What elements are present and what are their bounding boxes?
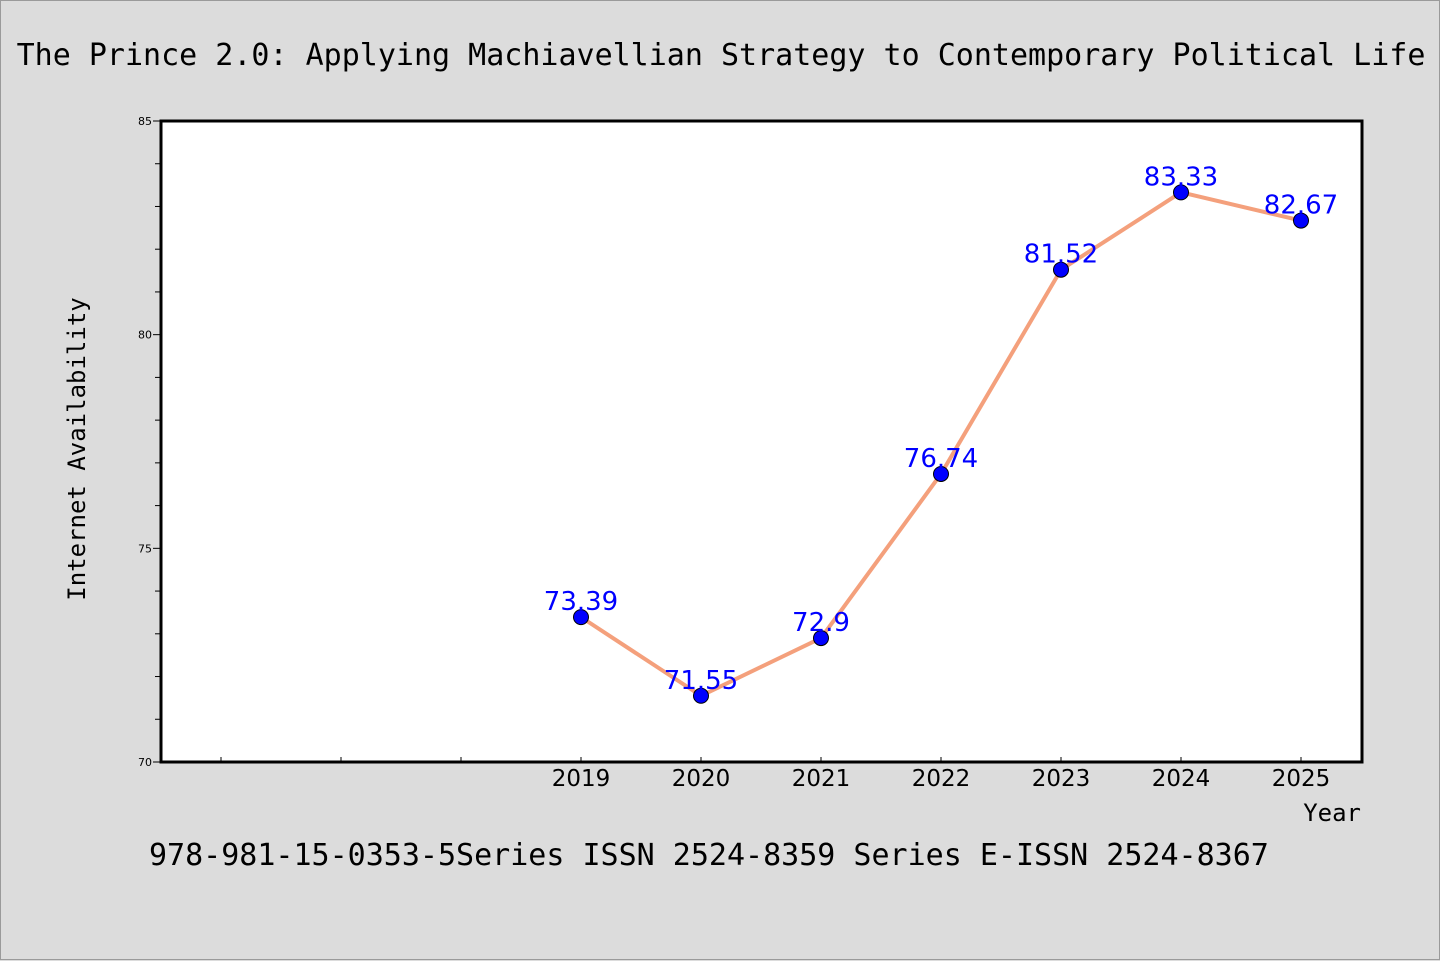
data-point: [573, 609, 589, 626]
series-line-group: 73.39 71.55 72.9 76.74 81.52 83.33 82.67: [544, 162, 1338, 704]
x-tick-label: 2021: [792, 766, 851, 792]
footer-isbn-issn: 978-981-15-0353-5Series ISSN 2524-8359 S…: [149, 838, 1269, 873]
x-tick-label: 2025: [1272, 766, 1331, 792]
y-tick-label: 80: [138, 329, 152, 342]
data-point: [1173, 184, 1189, 201]
data-label: 72.9: [792, 608, 850, 638]
x-tick-label: 2020: [672, 766, 731, 792]
plot-area: [159, 119, 1364, 764]
y-tick-label: 70: [138, 756, 152, 769]
y-tick-label: 75: [138, 542, 152, 555]
data-point: [933, 465, 949, 482]
x-tick-label: 2019: [552, 766, 611, 792]
y-tick-label: 85: [138, 115, 152, 128]
data-label: 71.55: [664, 666, 738, 696]
x-tick-label: 2023: [1032, 766, 1091, 792]
y-axis: 70 75 80 85: [138, 115, 161, 769]
data-label: 76.74: [904, 444, 978, 474]
data-label: 82.67: [1264, 191, 1338, 221]
x-axis: 2019 2020 2021 2022 2023 2024 2025: [220, 757, 1331, 792]
chart-title: The Prince 2.0: Applying Machiavellian S…: [17, 38, 1426, 73]
data-point: [1053, 261, 1069, 278]
data-label: 83.33: [1144, 162, 1218, 192]
data-point: [693, 687, 709, 704]
data-point: [813, 630, 829, 647]
y-axis-label: Internet Availability: [63, 297, 91, 600]
x-tick-label: 2024: [1152, 766, 1211, 792]
data-point: [1293, 212, 1309, 229]
data-label: 73.39: [544, 587, 618, 617]
x-tick-label: 2022: [912, 766, 971, 792]
data-label: 81.52: [1024, 240, 1098, 270]
x-axis-label: Year: [1303, 799, 1361, 827]
